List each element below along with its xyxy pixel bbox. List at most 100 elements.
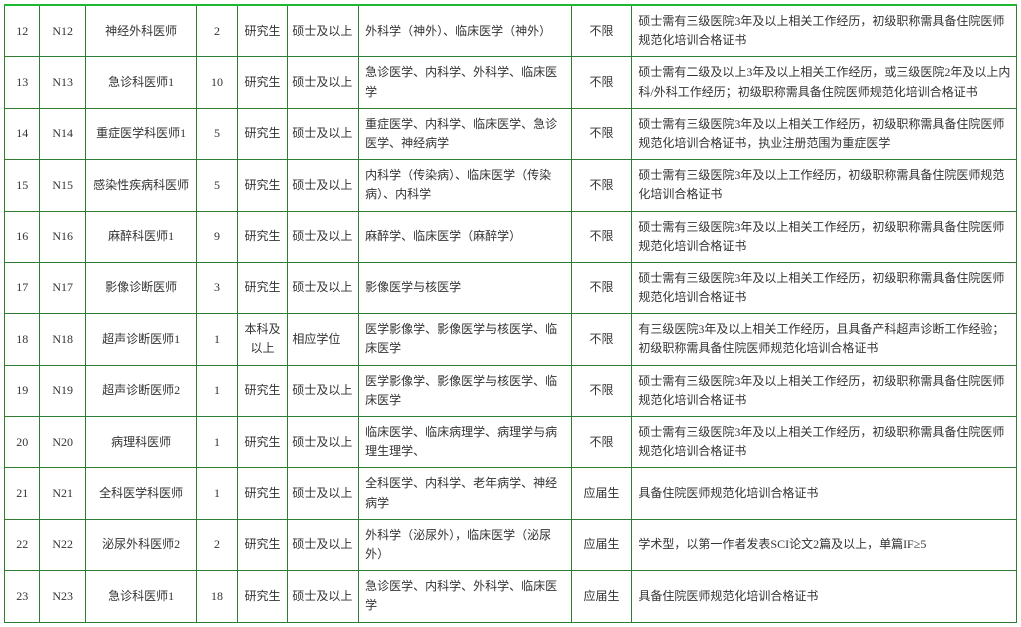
cell-limit: 不限 <box>571 211 632 262</box>
cell-major: 医学影像学、影像医学与核医学、临床医学 <box>359 365 572 416</box>
cell-pos: 急诊科医师1 <box>85 571 196 622</box>
cell-qty: 2 <box>197 519 237 570</box>
cell-idx: 19 <box>5 365 40 416</box>
table-row: 20N20病理科医师1研究生硕士及以上临床医学、临床病理学、病理学与病理生理学、… <box>5 417 1017 468</box>
cell-idx: 23 <box>5 571 40 622</box>
cell-qty: 2 <box>197 5 237 57</box>
table-row: 18N18超声诊断医师11本科及以上相应学位医学影像学、影像医学与核医学、临床医… <box>5 314 1017 365</box>
cell-req: 学术型，以第一作者发表SCI论文2篇及以上，单篇IF≥5 <box>632 519 1017 570</box>
cell-req: 硕士需有三级医院3年及以上相关工作经历，初级职称需具备住院医师规范化培训合格证书 <box>632 262 1017 313</box>
cell-edu: 研究生 <box>237 571 288 622</box>
cell-edu: 研究生 <box>237 365 288 416</box>
table-row: 17N17影像诊断医师3研究生硕士及以上影像医学与核医学不限硕士需有三级医院3年… <box>5 262 1017 313</box>
cell-idx: 21 <box>5 468 40 519</box>
cell-major: 影像医学与核医学 <box>359 262 572 313</box>
cell-code: N22 <box>40 519 86 570</box>
cell-qty: 9 <box>197 211 237 262</box>
cell-edu: 研究生 <box>237 211 288 262</box>
cell-req: 硕士需有三级医院3年及以上相关工作经历，初级职称需具备住院医师规范化培训合格证书 <box>632 5 1017 57</box>
cell-req: 硕士需有三级医院3年及以上相关工作经历，初级职称需具备住院医师规范化培训合格证书 <box>632 211 1017 262</box>
cell-qty: 5 <box>197 160 237 211</box>
table-row: 19N19超声诊断医师21研究生硕士及以上医学影像学、影像医学与核医学、临床医学… <box>5 365 1017 416</box>
cell-limit: 不限 <box>571 5 632 57</box>
table-row: 16N16麻醉科医师19研究生硕士及以上麻醉学、临床医学（麻醉学）不限硕士需有三… <box>5 211 1017 262</box>
cell-idx: 16 <box>5 211 40 262</box>
cell-req: 有三级医院3年及以上相关工作经历，且具备产科超声诊断工作经验；初级职称需具备住院… <box>632 314 1017 365</box>
cell-limit: 应届生 <box>571 468 632 519</box>
cell-deg: 硕士及以上 <box>288 211 359 262</box>
cell-req: 硕士需有三级医院3年及以上相关工作经历，初级职称需具备住院医师规范化培训合格证书… <box>632 108 1017 159</box>
cell-deg: 硕士及以上 <box>288 519 359 570</box>
cell-limit: 不限 <box>571 365 632 416</box>
cell-qty: 1 <box>197 365 237 416</box>
table-row: 15N15感染性疾病科医师5研究生硕士及以上内科学（传染病）、临床医学（传染病）… <box>5 160 1017 211</box>
cell-major: 临床医学、临床病理学、病理学与病理生理学、 <box>359 417 572 468</box>
cell-edu: 研究生 <box>237 468 288 519</box>
cell-idx: 20 <box>5 417 40 468</box>
cell-edu: 研究生 <box>237 519 288 570</box>
cell-edu: 研究生 <box>237 57 288 108</box>
cell-limit: 不限 <box>571 108 632 159</box>
cell-pos: 影像诊断医师 <box>85 262 196 313</box>
cell-req: 硕士需有三级医院3年及以上相关工作经历，初级职称需具备住院医师规范化培训合格证书 <box>632 365 1017 416</box>
cell-code: N23 <box>40 571 86 622</box>
cell-edu: 研究生 <box>237 5 288 57</box>
cell-code: N16 <box>40 211 86 262</box>
cell-code: N12 <box>40 5 86 57</box>
cell-limit: 不限 <box>571 262 632 313</box>
cell-limit: 不限 <box>571 417 632 468</box>
cell-deg: 硕士及以上 <box>288 57 359 108</box>
cell-deg: 硕士及以上 <box>288 365 359 416</box>
cell-deg: 相应学位 <box>288 314 359 365</box>
cell-req: 硕士需有二级及以上3年及以上相关工作经历，或三级医院2年及以上内科/外科工作经历… <box>632 57 1017 108</box>
cell-pos: 感染性疾病科医师 <box>85 160 196 211</box>
cell-edu: 本科及以上 <box>237 314 288 365</box>
cell-major: 全科医学、内科学、老年病学、神经病学 <box>359 468 572 519</box>
cell-limit: 应届生 <box>571 519 632 570</box>
cell-idx: 15 <box>5 160 40 211</box>
cell-deg: 硕士及以上 <box>288 160 359 211</box>
cell-major: 麻醉学、临床医学（麻醉学） <box>359 211 572 262</box>
cell-pos: 全科医学科医师 <box>85 468 196 519</box>
cell-pos: 泌尿外科医师2 <box>85 519 196 570</box>
cell-major: 重症医学、内科学、临床医学、急诊医学、神经病学 <box>359 108 572 159</box>
cell-major: 急诊医学、内科学、外科学、临床医学 <box>359 57 572 108</box>
table-row: 13N13急诊科医师110研究生硕士及以上急诊医学、内科学、外科学、临床医学不限… <box>5 57 1017 108</box>
cell-major: 外科学（神外）、临床医学（神外） <box>359 5 572 57</box>
cell-code: N21 <box>40 468 86 519</box>
cell-limit: 不限 <box>571 160 632 211</box>
cell-idx: 17 <box>5 262 40 313</box>
table-row: 23N23急诊科医师118研究生硕士及以上急诊医学、内科学、外科学、临床医学应届… <box>5 571 1017 622</box>
cell-pos: 麻醉科医师1 <box>85 211 196 262</box>
cell-code: N15 <box>40 160 86 211</box>
cell-idx: 18 <box>5 314 40 365</box>
cell-code: N19 <box>40 365 86 416</box>
cell-edu: 研究生 <box>237 262 288 313</box>
job-postings-table: 12N12神经外科医师2研究生硕士及以上外科学（神外）、临床医学（神外）不限硕士… <box>4 4 1017 623</box>
cell-pos: 超声诊断医师1 <box>85 314 196 365</box>
cell-major: 外科学（泌尿外），临床医学（泌尿外） <box>359 519 572 570</box>
cell-idx: 13 <box>5 57 40 108</box>
cell-major: 急诊医学、内科学、外科学、临床医学 <box>359 571 572 622</box>
cell-pos: 病理科医师 <box>85 417 196 468</box>
cell-deg: 硕士及以上 <box>288 571 359 622</box>
cell-limit: 不限 <box>571 314 632 365</box>
cell-pos: 急诊科医师1 <box>85 57 196 108</box>
table-row: 14N14重症医学科医师15研究生硕士及以上重症医学、内科学、临床医学、急诊医学… <box>5 108 1017 159</box>
table-body: 12N12神经外科医师2研究生硕士及以上外科学（神外）、临床医学（神外）不限硕士… <box>5 5 1017 622</box>
cell-qty: 1 <box>197 417 237 468</box>
cell-idx: 22 <box>5 519 40 570</box>
cell-qty: 10 <box>197 57 237 108</box>
cell-deg: 硕士及以上 <box>288 108 359 159</box>
cell-code: N14 <box>40 108 86 159</box>
cell-qty: 18 <box>197 571 237 622</box>
cell-edu: 研究生 <box>237 417 288 468</box>
cell-limit: 应届生 <box>571 571 632 622</box>
cell-qty: 1 <box>197 468 237 519</box>
cell-qty: 5 <box>197 108 237 159</box>
cell-edu: 研究生 <box>237 108 288 159</box>
cell-idx: 12 <box>5 5 40 57</box>
cell-qty: 1 <box>197 314 237 365</box>
cell-req: 硕士需有三级医院3年及以上相关工作经历，初级职称需具备住院医师规范化培训合格证书 <box>632 417 1017 468</box>
cell-qty: 3 <box>197 262 237 313</box>
